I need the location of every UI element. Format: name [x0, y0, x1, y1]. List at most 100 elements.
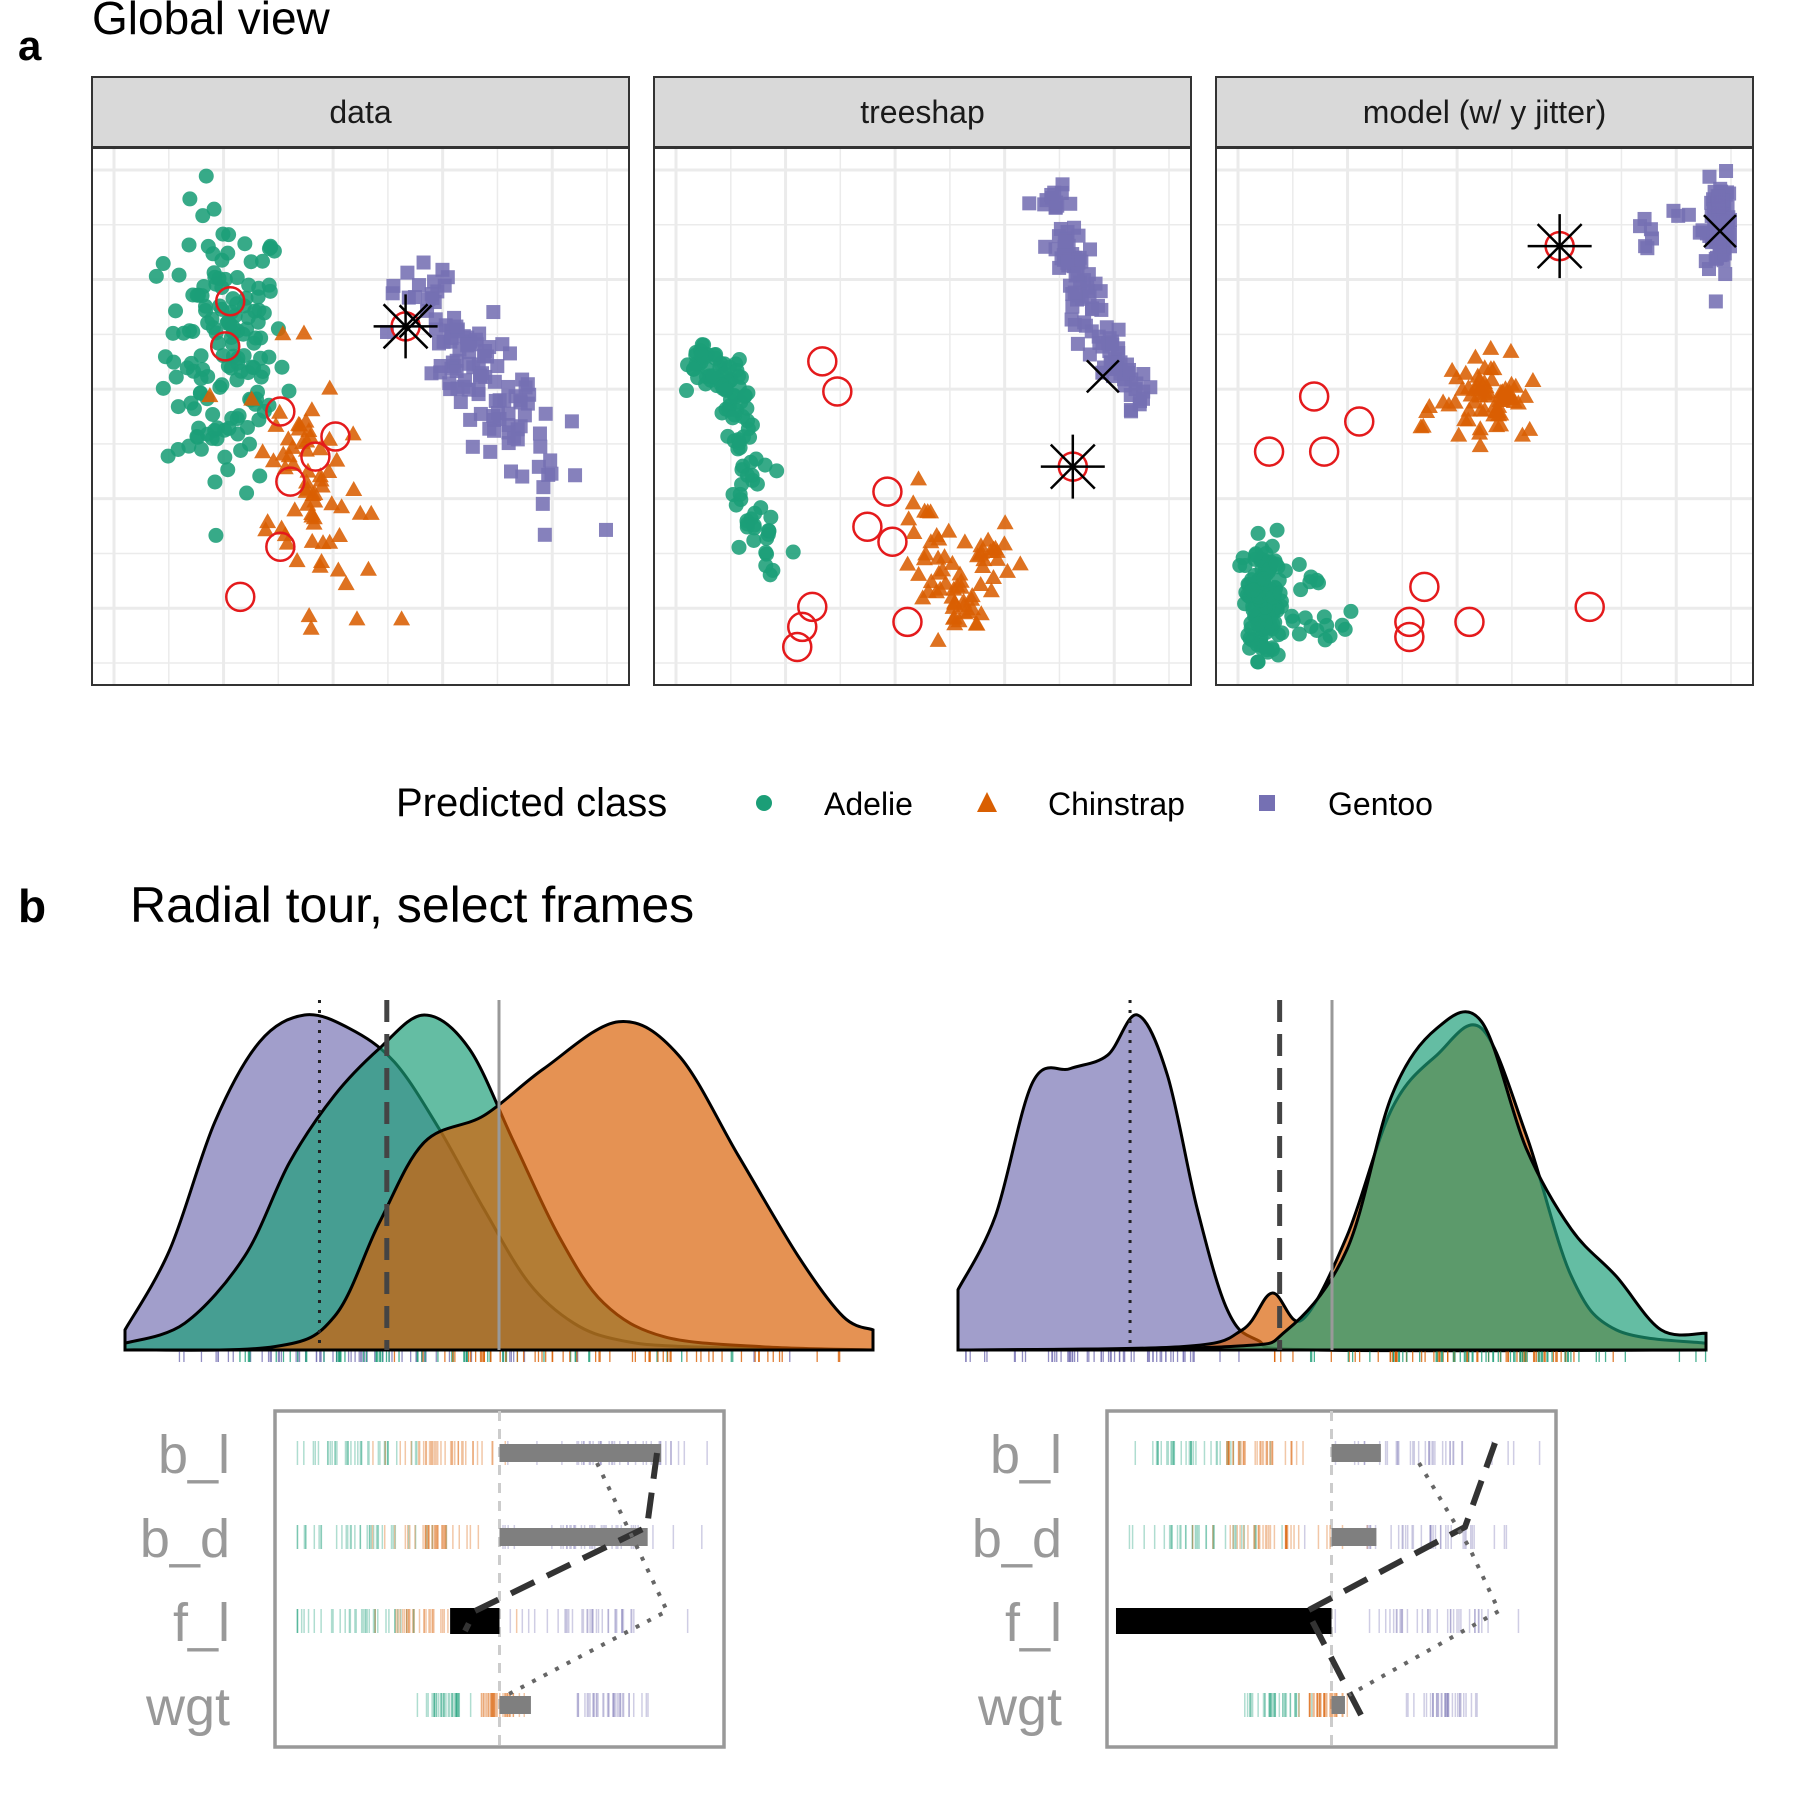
point-gentoo — [568, 468, 583, 483]
point-chinstrap — [1502, 342, 1520, 358]
point-gentoo — [1082, 347, 1097, 362]
facet-strip — [91, 76, 630, 148]
point-gentoo — [535, 496, 550, 511]
point-gentoo — [515, 469, 530, 484]
point-gentoo — [416, 255, 431, 270]
basis-path-dashed — [462, 1452, 660, 1633]
point-chinstrap — [295, 324, 313, 340]
point-gentoo — [1711, 199, 1726, 214]
point-chinstrap — [1448, 369, 1466, 385]
misclassified-marker — [1253, 436, 1285, 467]
point-chinstrap — [1489, 402, 1507, 418]
point-gentoo — [433, 365, 448, 380]
point-chinstrap — [950, 612, 968, 628]
point-gentoo — [486, 305, 501, 320]
point-adelie — [758, 545, 774, 561]
point-adelie — [170, 399, 186, 415]
point-adelie — [250, 314, 266, 330]
facet-border — [91, 147, 630, 686]
misclassified-marker — [852, 511, 883, 542]
basis-label-f_l: f_l — [1005, 1593, 1062, 1653]
point-chinstrap — [201, 387, 219, 403]
point-adelie — [170, 441, 186, 457]
facet-strip — [653, 76, 1192, 148]
point-chinstrap — [1459, 411, 1477, 427]
point-chinstrap — [1471, 437, 1489, 453]
point-gentoo — [564, 414, 579, 429]
point-adelie — [761, 522, 777, 538]
point-adelie — [207, 474, 223, 490]
point-gentoo — [502, 346, 517, 361]
point-adelie — [240, 365, 256, 381]
point-adelie — [243, 254, 259, 270]
point-chinstrap — [320, 462, 338, 478]
point-chinstrap — [274, 325, 292, 341]
point-adelie — [263, 240, 279, 256]
point-chinstrap — [1521, 420, 1539, 436]
point-adelie — [1245, 582, 1261, 598]
point-chinstrap — [975, 551, 993, 567]
misclassified-marker — [225, 581, 256, 613]
point-gentoo — [449, 364, 464, 379]
point-gentoo — [421, 292, 436, 307]
point-chinstrap — [323, 495, 341, 511]
point-gentoo — [543, 453, 558, 468]
point-adelie — [148, 268, 164, 284]
point-gentoo — [1064, 312, 1079, 327]
point-chinstrap — [951, 565, 969, 581]
basis-label-b_l: b_l — [158, 1425, 230, 1485]
point-gentoo — [480, 349, 495, 364]
point-adelie — [250, 289, 266, 305]
point-gentoo — [1136, 391, 1151, 406]
point-chinstrap — [1524, 372, 1542, 388]
highlight-asterisk — [1040, 434, 1105, 499]
point-adelie — [233, 442, 249, 458]
point-chinstrap — [257, 521, 275, 537]
misclassified-marker — [877, 526, 908, 557]
point-chinstrap — [929, 549, 947, 565]
point-adelie — [189, 287, 205, 303]
point-gentoo — [1078, 318, 1093, 333]
point-adelie — [1297, 610, 1313, 626]
facet-strip-label: data — [329, 94, 391, 130]
point-gentoo — [1093, 284, 1108, 299]
point-chinstrap — [996, 514, 1014, 530]
facet-1: data — [91, 76, 630, 686]
point-adelie — [208, 527, 224, 543]
point-adelie — [1309, 622, 1325, 638]
misclassified-marker — [807, 346, 838, 377]
point-adelie — [229, 270, 245, 286]
point-chinstrap — [1476, 401, 1494, 417]
point-gentoo — [1105, 337, 1120, 352]
point-adelie — [209, 431, 225, 447]
point-chinstrap — [280, 447, 298, 463]
facet-strip-label: model (w/ y jitter) — [1363, 94, 1607, 130]
point-gentoo — [504, 464, 519, 479]
highlight-x — [1703, 214, 1737, 249]
point-adelie — [198, 168, 214, 184]
point-chinstrap — [290, 420, 308, 436]
point-chinstrap — [278, 534, 296, 550]
point-adelie — [1242, 640, 1258, 656]
point-adelie — [183, 395, 199, 411]
point-adelie — [155, 256, 171, 272]
point-adelie — [253, 350, 269, 366]
point-chinstrap — [1471, 424, 1489, 440]
point-gentoo — [1070, 336, 1085, 351]
misclassified-marker — [1394, 621, 1425, 653]
point-chinstrap — [311, 557, 329, 573]
point-gentoo — [538, 406, 553, 421]
point-gentoo — [1083, 242, 1098, 257]
point-adelie — [1240, 627, 1256, 643]
point-gentoo — [473, 406, 488, 421]
point-adelie — [176, 325, 192, 341]
point-chinstrap — [946, 593, 964, 609]
legend-label-adelie: Adelie — [824, 786, 913, 822]
basis-row-rug — [1244, 1693, 1478, 1717]
point-chinstrap — [243, 390, 261, 406]
point-gentoo — [483, 444, 498, 459]
point-chinstrap — [311, 467, 329, 483]
basis-path-dashed — [1302, 1441, 1498, 1717]
facet-strip-label: treeshap — [860, 94, 985, 130]
point-adelie — [206, 201, 222, 217]
